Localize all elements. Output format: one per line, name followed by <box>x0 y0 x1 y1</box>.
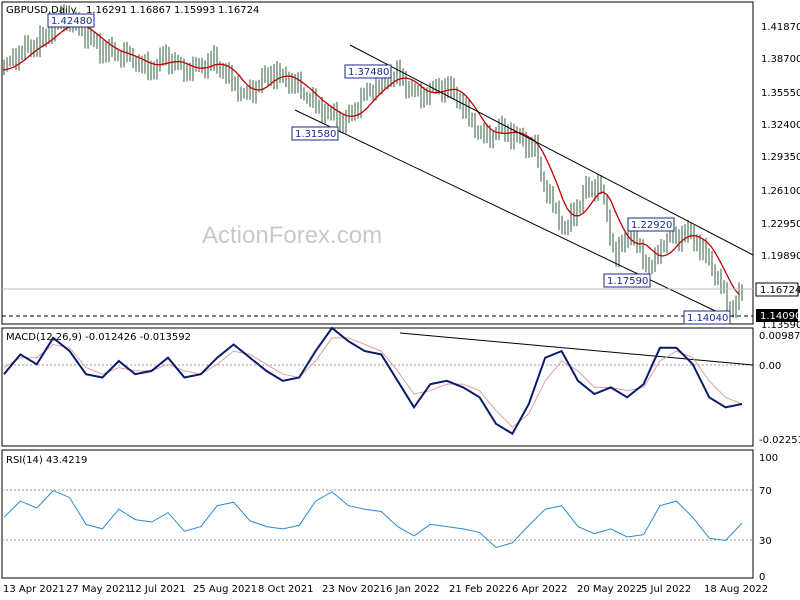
macd-tick: 0.00 <box>759 361 781 372</box>
x-tick: 27 May 2021 <box>66 584 131 595</box>
annotation-box <box>627 217 675 232</box>
rsi-tick: 30 <box>759 536 772 547</box>
ohlc-high: 1.16867 <box>130 5 171 16</box>
price-tick: 1.26100 <box>761 186 800 197</box>
annotation-box <box>683 310 731 325</box>
x-tick: 6 Apr 2022 <box>512 584 567 595</box>
annotation-1-42480: 1.42480 <box>51 16 92 27</box>
x-tick: 21 Feb 2022 <box>449 584 511 595</box>
x-tick: 8 Oct 2021 <box>258 584 313 595</box>
rsi-panel-frame <box>1 449 754 579</box>
x-tick: 20 May 2022 <box>577 584 642 595</box>
price-tick: 1.29350 <box>761 152 800 163</box>
macd-trendline <box>399 332 754 366</box>
x-tick: 25 Aug 2021 <box>193 584 257 595</box>
ohlc-close: 1.16724 <box>218 5 259 16</box>
lower-trendline <box>294 109 731 319</box>
x-tick: 18 Aug 2022 <box>704 584 768 595</box>
macd-tick: -0.022516 <box>759 435 800 446</box>
rsi-line <box>3 490 743 549</box>
price-annotations: 1.42480 1.37480 1.31580 1.22920 1.17590 … <box>47 13 731 325</box>
price-tick: 1.22950 <box>761 219 800 230</box>
rsi-tick: 0 <box>759 572 765 583</box>
macd-panel-title: MACD(12,26,9) -0.012426 -0.013592 <box>6 332 191 343</box>
annotation-1-31580: 1.31580 <box>295 129 336 140</box>
price-tick: 1.41870 <box>761 22 800 33</box>
annotation-1-17590: 1.17590 <box>607 276 648 287</box>
macd-main-line <box>3 326 743 436</box>
support-price-box <box>756 309 798 322</box>
price-tick: 1.19890 <box>761 251 800 262</box>
annotation-1-14040: 1.14040 <box>687 313 728 324</box>
annotation-box <box>344 64 392 79</box>
last-price-box <box>755 282 799 297</box>
macd-panel-frame <box>1 327 754 447</box>
price-panel-title: GBPUSD,Daily <box>6 5 77 16</box>
rsi-tick: 100 <box>759 453 778 464</box>
last-price-label: 1.16724 <box>760 285 800 296</box>
watermark: ActionForex.com <box>202 222 382 249</box>
price-y-axis: 1.41870 1.38700 1.35550 1.32400 1.29350 … <box>761 22 800 331</box>
rsi-panel-title: RSI(14) 43.4219 <box>6 455 87 466</box>
price-tick: 1.35550 <box>761 88 800 99</box>
annotation-1-22920: 1.22920 <box>631 220 672 231</box>
support-price-label: 1.14090 <box>760 311 800 322</box>
x-tick: 5 Jul 2022 <box>641 584 691 595</box>
x-tick: 13 Apr 2021 <box>3 584 65 595</box>
ohlc-open: 1.16291 <box>86 5 127 16</box>
macd-tick: 0.009872 <box>759 331 800 342</box>
ohlc-low: 1.15993 <box>174 5 215 16</box>
macd-signal-line <box>3 337 743 428</box>
moving-average-line <box>2 23 740 295</box>
x-tick: 12 Jul 2021 <box>129 584 186 595</box>
x-axis: 13 Apr 2021 27 May 2021 12 Jul 2021 25 A… <box>3 584 768 595</box>
annotation-box <box>603 273 651 288</box>
annotation-1-37480: 1.37480 <box>348 67 389 78</box>
price-tick: 1.38700 <box>761 54 800 65</box>
annotation-box <box>47 13 95 28</box>
upper-trendline <box>349 44 754 256</box>
price-tick: 1.13590 <box>761 320 800 331</box>
price-tick: 1.32400 <box>761 120 800 131</box>
x-tick: 6 Jan 2022 <box>386 584 440 595</box>
price-panel-frame <box>1 1 754 325</box>
annotation-box <box>291 126 339 141</box>
rsi-tick: 70 <box>759 486 772 497</box>
x-tick: 23 Nov 2021 <box>322 584 386 595</box>
